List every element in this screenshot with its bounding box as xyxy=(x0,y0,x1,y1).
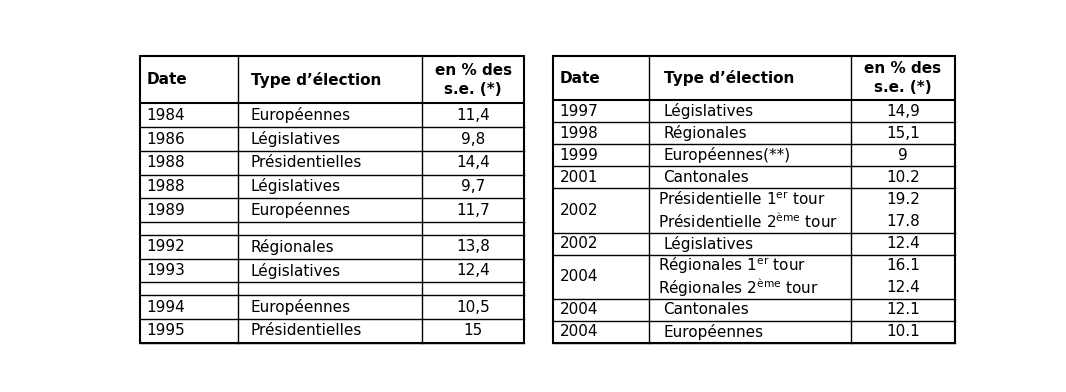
Text: 2002: 2002 xyxy=(560,236,598,251)
Text: Présidentielle 2$^{\mathrm{ème}}$ tour: Présidentielle 2$^{\mathrm{ème}}$ tour xyxy=(658,212,838,231)
Text: Européennes(**): Européennes(**) xyxy=(663,147,791,163)
Text: Régionales 1$^{\mathrm{er}}$ tour: Régionales 1$^{\mathrm{er}}$ tour xyxy=(658,256,806,276)
Text: 15: 15 xyxy=(464,323,483,339)
Bar xyxy=(140,56,524,343)
Text: 1997: 1997 xyxy=(560,104,598,119)
Text: Régionales 2$^{\mathrm{ème}}$ tour: Régionales 2$^{\mathrm{ème}}$ tour xyxy=(658,276,819,299)
Text: Date: Date xyxy=(560,71,600,86)
Text: 11,7: 11,7 xyxy=(456,203,490,218)
Text: 12.4: 12.4 xyxy=(886,280,920,295)
Text: 14,9: 14,9 xyxy=(886,104,920,119)
Text: Européennes: Européennes xyxy=(251,107,351,123)
Text: 2004: 2004 xyxy=(560,324,598,339)
Text: Régionales: Régionales xyxy=(663,125,747,141)
Text: 12.1: 12.1 xyxy=(886,302,920,317)
Text: 10.2: 10.2 xyxy=(886,170,920,185)
Text: 1993: 1993 xyxy=(147,263,185,278)
Text: Cantonales: Cantonales xyxy=(663,302,749,317)
Text: 10.1: 10.1 xyxy=(886,324,920,339)
Text: 9,7: 9,7 xyxy=(461,179,485,194)
Text: 10,5: 10,5 xyxy=(456,300,490,315)
Text: 1998: 1998 xyxy=(560,126,598,141)
Text: 16.1: 16.1 xyxy=(886,258,920,273)
Text: Législatives: Législatives xyxy=(251,178,341,194)
Text: 1989: 1989 xyxy=(147,203,185,218)
Text: Législatives: Législatives xyxy=(663,236,754,252)
Text: Présidentielles: Présidentielles xyxy=(251,155,362,170)
Text: 2002: 2002 xyxy=(560,203,598,218)
Text: 12,4: 12,4 xyxy=(456,263,490,278)
Text: en % des
s.e. (*): en % des s.e. (*) xyxy=(435,63,512,96)
Text: 11,4: 11,4 xyxy=(456,108,490,123)
Text: 2004: 2004 xyxy=(560,269,598,284)
Text: 1992: 1992 xyxy=(147,240,185,254)
Text: Européennes: Européennes xyxy=(251,299,351,315)
Text: Cantonales: Cantonales xyxy=(663,170,749,185)
Text: Type d’élection: Type d’élection xyxy=(663,70,794,86)
Text: Présidentielles: Présidentielles xyxy=(251,323,362,339)
Text: Type d’élection: Type d’élection xyxy=(251,72,382,88)
Text: Date: Date xyxy=(147,72,188,87)
Text: 1994: 1994 xyxy=(147,300,185,315)
Text: 1984: 1984 xyxy=(147,108,185,123)
Text: Législatives: Législatives xyxy=(251,263,341,279)
Text: 9: 9 xyxy=(898,148,908,163)
Text: 1988: 1988 xyxy=(147,179,185,194)
Text: 1999: 1999 xyxy=(560,148,599,163)
Text: Présidentielle 1$^{\mathrm{er}}$ tour: Présidentielle 1$^{\mathrm{er}}$ tour xyxy=(658,191,825,208)
Text: Législatives: Législatives xyxy=(663,103,754,119)
Bar xyxy=(553,56,955,343)
Text: Législatives: Législatives xyxy=(251,131,341,147)
Text: 2001: 2001 xyxy=(560,170,598,185)
Text: 13,8: 13,8 xyxy=(456,240,490,254)
Text: Régionales: Régionales xyxy=(251,239,335,255)
Text: 14,4: 14,4 xyxy=(456,155,490,170)
Text: 15,1: 15,1 xyxy=(886,126,920,141)
Text: 1988: 1988 xyxy=(147,155,185,170)
Text: 1986: 1986 xyxy=(147,132,185,147)
Text: 19.2: 19.2 xyxy=(886,192,920,207)
Text: 1995: 1995 xyxy=(147,323,185,339)
Text: 17.8: 17.8 xyxy=(886,214,920,229)
Text: 2004: 2004 xyxy=(560,302,598,317)
Text: en % des
s.e. (*): en % des s.e. (*) xyxy=(865,62,941,95)
Text: Européennes: Européennes xyxy=(663,324,763,340)
Text: 12.4: 12.4 xyxy=(886,236,920,251)
Text: Européennes: Européennes xyxy=(251,202,351,218)
Text: 9,8: 9,8 xyxy=(461,132,485,147)
